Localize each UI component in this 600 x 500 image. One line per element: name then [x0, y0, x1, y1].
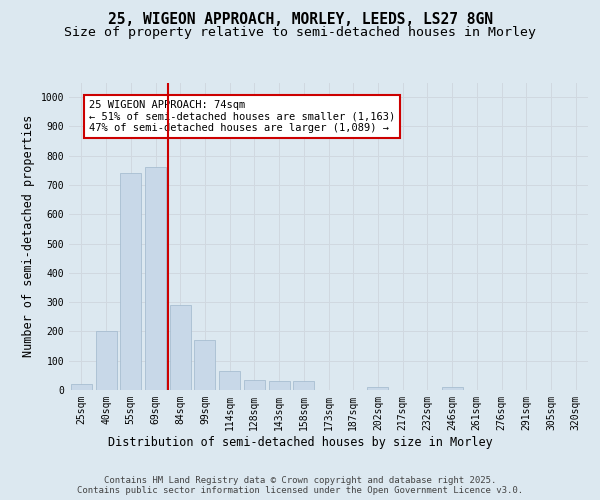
- Bar: [71, 384, 92, 390]
- Y-axis label: Number of semi-detached properties: Number of semi-detached properties: [22, 115, 35, 358]
- Bar: [367, 387, 388, 390]
- Text: Contains HM Land Registry data © Crown copyright and database right 2025.
Contai: Contains HM Land Registry data © Crown c…: [77, 476, 523, 495]
- Bar: [120, 174, 141, 390]
- Text: 25 WIGEON APPROACH: 74sqm
← 51% of semi-detached houses are smaller (1,163)
47% : 25 WIGEON APPROACH: 74sqm ← 51% of semi-…: [89, 100, 395, 134]
- Text: 25, WIGEON APPROACH, MORLEY, LEEDS, LS27 8GN: 25, WIGEON APPROACH, MORLEY, LEEDS, LS27…: [107, 12, 493, 28]
- Bar: [170, 305, 191, 390]
- Bar: [95, 332, 116, 390]
- Bar: [219, 371, 240, 390]
- Bar: [145, 168, 166, 390]
- Text: Size of property relative to semi-detached houses in Morley: Size of property relative to semi-detach…: [64, 26, 536, 39]
- Bar: [269, 381, 290, 390]
- Bar: [442, 387, 463, 390]
- Bar: [293, 381, 314, 390]
- Bar: [244, 380, 265, 390]
- Text: Distribution of semi-detached houses by size in Morley: Distribution of semi-detached houses by …: [107, 436, 493, 449]
- Bar: [194, 340, 215, 390]
